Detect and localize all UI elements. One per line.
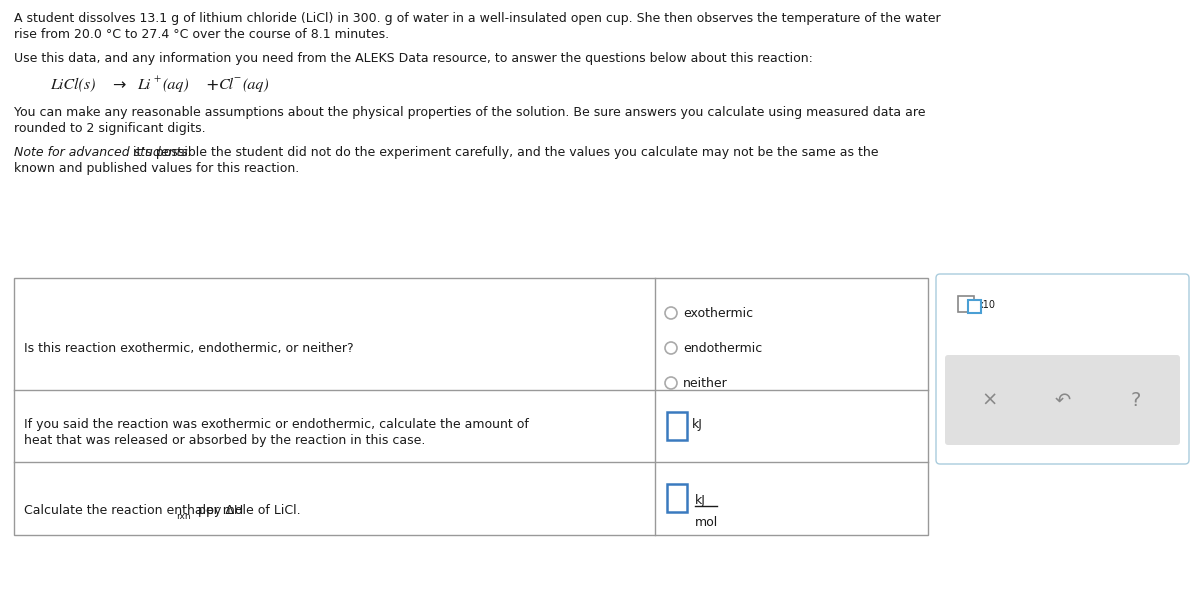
Text: rounded to 2 significant digits.: rounded to 2 significant digits. — [14, 122, 205, 135]
Text: →: → — [112, 78, 125, 93]
FancyBboxPatch shape — [936, 274, 1189, 464]
Text: exothermic: exothermic — [683, 307, 754, 320]
Text: +: + — [205, 78, 218, 93]
Text: endothermic: endothermic — [683, 342, 762, 355]
Text: You can make any reasonable assumptions about the physical properties of the sol: You can make any reasonable assumptions … — [14, 106, 925, 119]
Text: known and published values for this reaction.: known and published values for this reac… — [14, 162, 299, 175]
Text: x10: x10 — [978, 300, 996, 310]
Text: Cl: Cl — [220, 78, 234, 92]
Text: kJ: kJ — [692, 418, 703, 431]
Circle shape — [665, 377, 677, 389]
Text: A student dissolves 13.1 g of lithium chloride (LiCl) in 300. g of water in a we: A student dissolves 13.1 g of lithium ch… — [14, 12, 941, 25]
Text: −: − — [233, 73, 240, 83]
Text: mol: mol — [695, 516, 719, 529]
Text: ↶: ↶ — [1055, 391, 1070, 410]
Text: Is this reaction exothermic, endothermic, or neither?: Is this reaction exothermic, endothermic… — [24, 342, 354, 355]
Text: (aq): (aq) — [162, 78, 188, 92]
Text: it’s possible the student did not do the experiment carefully, and the values yo: it’s possible the student did not do the… — [130, 146, 878, 159]
Text: Use this data, and any information you need from the ALEKS Data resource, to ans: Use this data, and any information you n… — [14, 52, 812, 65]
Text: neither: neither — [683, 377, 727, 390]
Text: Note for advanced students:: Note for advanced students: — [14, 146, 192, 159]
Bar — [667, 412, 686, 440]
Bar — [667, 484, 686, 512]
Text: ×: × — [982, 391, 997, 410]
FancyBboxPatch shape — [946, 355, 1180, 445]
Text: Li: Li — [137, 78, 150, 92]
Circle shape — [665, 307, 677, 319]
Text: rise from 20.0 °C to 27.4 °C over the course of 8.1 minutes.: rise from 20.0 °C to 27.4 °C over the co… — [14, 28, 389, 41]
Bar — [968, 300, 982, 313]
Text: LiCl(s): LiCl(s) — [50, 78, 96, 92]
Bar — [958, 296, 974, 312]
Text: rxn: rxn — [176, 512, 191, 521]
Text: Calculate the reaction enthalpy ΔH: Calculate the reaction enthalpy ΔH — [24, 504, 244, 517]
Text: heat that was released or absorbed by the reaction in this case.: heat that was released or absorbed by th… — [24, 434, 425, 447]
Text: kJ: kJ — [695, 494, 706, 507]
Text: ?: ? — [1130, 391, 1141, 410]
Text: If you said the reaction was exothermic or endothermic, calculate the amount of: If you said the reaction was exothermic … — [24, 418, 529, 431]
Text: +: + — [154, 73, 160, 83]
Text: per mole of LiCl.: per mole of LiCl. — [194, 504, 301, 517]
Text: (aq): (aq) — [242, 78, 269, 92]
Bar — [14, 278, 928, 535]
Circle shape — [665, 342, 677, 354]
